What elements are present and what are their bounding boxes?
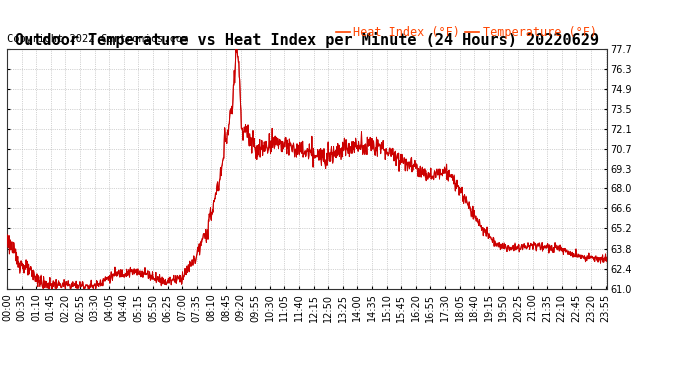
Title: Outdoor Temperature vs Heat Index per Minute (24 Hours) 20220629: Outdoor Temperature vs Heat Index per Mi… <box>15 32 599 48</box>
Legend: Heat Index (°F), Temperature (°F): Heat Index (°F), Temperature (°F) <box>331 21 601 44</box>
Text: Copyright 2022 Cartronics.com: Copyright 2022 Cartronics.com <box>7 34 188 44</box>
